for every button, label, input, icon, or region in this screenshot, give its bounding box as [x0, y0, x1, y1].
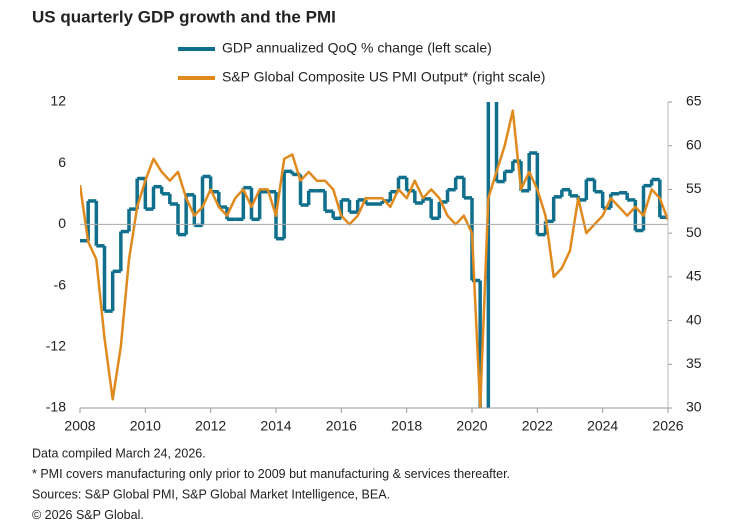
footnote: © 2026 S&P Global. [32, 508, 144, 522]
x-tick-label: 2016 [326, 418, 357, 434]
y2-tick-label: 30 [686, 399, 702, 415]
x-tick-label: 2010 [130, 418, 161, 434]
x-tick-label: 2012 [195, 418, 226, 434]
y-tick-label: -18 [46, 399, 66, 415]
plot-area [80, 102, 668, 408]
y2-tick-label: 55 [686, 180, 702, 196]
x-tick-label: 2008 [64, 418, 95, 434]
y-tick-label: 6 [58, 154, 66, 170]
footnote: Data compiled March 24, 2026. [32, 446, 206, 460]
x-tick-label: 2026 [652, 418, 683, 434]
x-tick-label: 2022 [522, 418, 553, 434]
y2-tick-label: 35 [686, 355, 702, 371]
y2-tick-label: 60 [686, 136, 702, 152]
footnote: * PMI covers manufacturing only prior to… [32, 467, 510, 481]
y-tick-label: 0 [58, 215, 66, 231]
y2-tick-label: 50 [686, 224, 702, 240]
series-line [80, 109, 668, 408]
legend-label: S&P Global Composite US PMI Output* (rig… [222, 69, 545, 85]
chart-title: US quarterly GDP growth and the PMI [32, 7, 336, 26]
y-tick-label: -6 [54, 276, 67, 292]
y2-tick-label: 45 [686, 268, 702, 284]
x-tick-label: 2018 [391, 418, 422, 434]
x-tick-label: 2024 [587, 418, 618, 434]
x-tick-label: 2020 [456, 418, 487, 434]
y2-tick-label: 65 [686, 93, 702, 109]
footnote: Sources: S&P Global PMI, S&P Global Mark… [32, 487, 390, 501]
legend-label: GDP annualized QoQ % change (left scale) [222, 40, 492, 56]
y2-tick-label: 40 [686, 311, 702, 327]
y-tick-label: 12 [50, 93, 66, 109]
y-tick-label: -12 [46, 338, 66, 354]
x-tick-label: 2014 [260, 418, 291, 434]
